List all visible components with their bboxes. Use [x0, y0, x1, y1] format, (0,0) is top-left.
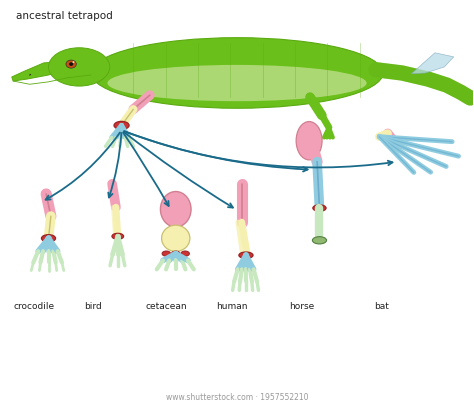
Ellipse shape	[91, 38, 383, 109]
Ellipse shape	[239, 252, 253, 259]
Ellipse shape	[112, 234, 124, 240]
Ellipse shape	[296, 122, 322, 160]
Polygon shape	[411, 54, 454, 75]
Ellipse shape	[160, 192, 191, 228]
Ellipse shape	[48, 49, 110, 87]
Ellipse shape	[73, 62, 74, 64]
Text: crocodile: crocodile	[13, 301, 55, 310]
Polygon shape	[12, 62, 63, 82]
Ellipse shape	[108, 66, 366, 102]
Text: human: human	[216, 301, 247, 310]
Ellipse shape	[313, 205, 326, 212]
Text: ancestral tetrapod: ancestral tetrapod	[16, 11, 112, 21]
Text: cetacean: cetacean	[145, 301, 187, 310]
Ellipse shape	[114, 122, 129, 130]
Ellipse shape	[181, 252, 190, 257]
Text: www.shutterstock.com · 1957552210: www.shutterstock.com · 1957552210	[166, 392, 308, 401]
Ellipse shape	[162, 252, 171, 257]
Text: horse: horse	[289, 301, 314, 310]
Ellipse shape	[41, 235, 55, 242]
Ellipse shape	[69, 63, 73, 67]
Ellipse shape	[66, 61, 76, 69]
Ellipse shape	[172, 252, 180, 257]
Text: bird: bird	[84, 301, 101, 310]
Ellipse shape	[162, 226, 190, 252]
Text: bat: bat	[374, 301, 389, 310]
Ellipse shape	[312, 237, 327, 244]
